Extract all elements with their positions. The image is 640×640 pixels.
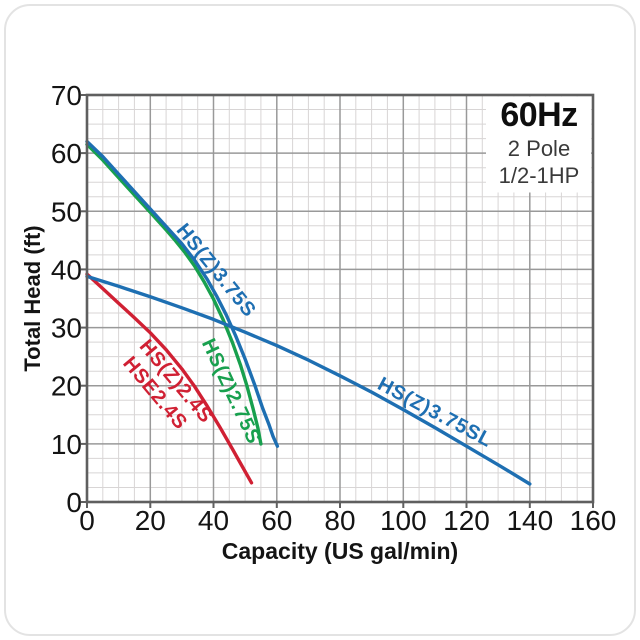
- svg-text:20: 20: [135, 505, 166, 536]
- svg-text:10: 10: [51, 429, 82, 460]
- curve-hs-z-3-75sl: [85, 274, 532, 486]
- svg-text:60: 60: [51, 138, 82, 169]
- curve-hs-z-2-4s-hse2-4s: [85, 272, 254, 485]
- y-axis-title: Total Head (ft): [20, 225, 45, 371]
- svg-text:20: 20: [51, 371, 82, 402]
- svg-text:40: 40: [198, 505, 229, 536]
- svg-text:60: 60: [261, 505, 292, 536]
- plot-border: [85, 93, 595, 504]
- curve-hs-z-2-75s: [85, 142, 263, 446]
- svg-text:80: 80: [324, 505, 355, 536]
- svg-text:40: 40: [51, 254, 82, 285]
- curve-label-hs-z-2-75s: HS(Z)2.75S: [197, 335, 265, 447]
- frequency-label: 60Hz: [500, 96, 578, 134]
- power-range-label: 1/2-1HP: [498, 163, 580, 188]
- svg-text:100: 100: [380, 505, 427, 536]
- svg-text:120: 120: [443, 505, 490, 536]
- svg-text:140: 140: [506, 505, 553, 536]
- x-axis-tick-labels: 0 20 40 60 80 100 120 140 160: [79, 505, 616, 536]
- spec-box: 60Hz 2 Pole 1/2-1HP: [486, 98, 592, 187]
- svg-text:70: 70: [51, 80, 82, 111]
- x-axis-title: Capacity (US gal/min): [222, 538, 458, 564]
- curve-hs-z-3-75s: [85, 139, 280, 448]
- svg-text:50: 50: [51, 196, 82, 227]
- svg-text:30: 30: [51, 313, 82, 344]
- pole-count-label: 2 Pole: [507, 136, 571, 161]
- svg-text:0: 0: [79, 505, 95, 536]
- spec-box-backing: [486, 96, 591, 193]
- y-axis-tick-labels: 0 10 20 30 40 50 60 70: [51, 80, 82, 518]
- svg-text:0: 0: [66, 487, 82, 518]
- svg-text:160: 160: [570, 505, 617, 536]
